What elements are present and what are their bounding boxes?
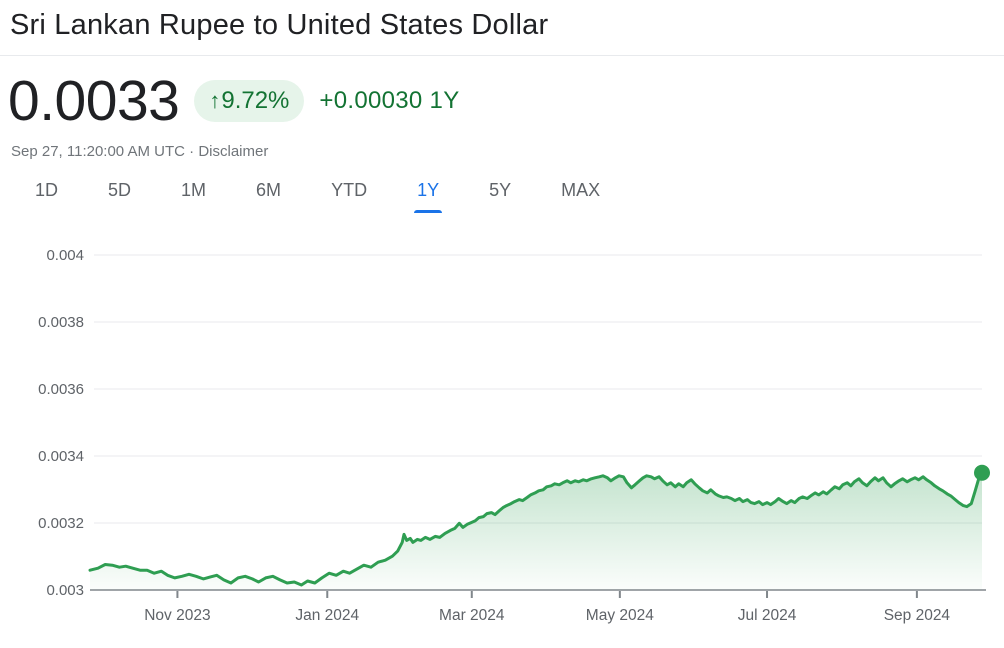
tab-1m[interactable]: 1M [181, 180, 206, 213]
time-range-tabs: 1D 5D 1M 6M YTD 1Y 5Y MAX [0, 160, 1004, 213]
svg-text:0.0032: 0.0032 [38, 515, 84, 532]
tab-1y[interactable]: 1Y [414, 180, 443, 213]
svg-text:Mar 2024: Mar 2024 [439, 607, 505, 624]
tab-5y[interactable]: 5Y [489, 180, 511, 213]
absolute-change-value: +0.00030 1Y [319, 87, 460, 114]
latest-value-dot [974, 464, 990, 481]
series-line [88, 471, 984, 587]
svg-text:Jul 2024: Jul 2024 [738, 607, 797, 624]
svg-text:Jan 2024: Jan 2024 [295, 607, 359, 624]
percent-change-value: 9.72% [221, 87, 290, 114]
series-area-fill [90, 472, 982, 590]
svg-text:0.003: 0.003 [46, 582, 84, 599]
tab-1d[interactable]: 1D [35, 180, 58, 213]
svg-text:May 2024: May 2024 [586, 607, 654, 624]
quote-timestamp: Sep 27, 11:20:00 AM UTC · Disclaimer [0, 130, 1004, 160]
svg-text:0.0034: 0.0034 [38, 448, 84, 465]
tab-6m[interactable]: 6M [256, 180, 281, 213]
svg-text:Nov 2023: Nov 2023 [144, 607, 210, 624]
y-axis-labels: 0.004 0.0038 0.0036 0.0034 0.0032 0.003 [38, 247, 84, 599]
disclaimer-link[interactable]: Disclaimer [198, 143, 269, 160]
svg-text:0.004: 0.004 [46, 247, 84, 264]
svg-text:Sep 2024: Sep 2024 [884, 607, 951, 624]
tab-ytd[interactable]: YTD [331, 180, 367, 213]
up-arrow-icon: ↑ [209, 88, 221, 113]
tab-max[interactable]: MAX [561, 180, 600, 213]
page-title: Sri Lankan Rupee to United States Dollar [10, 9, 549, 41]
percent-change-badge: ↑ 9.72% [194, 80, 305, 122]
svg-text:0.0036: 0.0036 [38, 381, 84, 398]
timestamp-text: Sep 27, 11:20:00 AM UTC · [11, 143, 195, 160]
x-axis: Nov 2023 Jan 2024 Mar 2024 May 2024 Jul 2024… [90, 589, 986, 624]
current-rate-value: 0.0033 [8, 68, 180, 133]
tab-5d[interactable]: 5D [108, 180, 131, 213]
header-divider [0, 55, 1004, 56]
svg-text:0.0038: 0.0038 [38, 314, 84, 331]
quote-row: 0.0033 ↑ 9.72% +0.00030 1Y [0, 56, 1004, 130]
exchange-rate-chart[interactable]: 0.004 0.0038 0.0036 0.0034 0.0032 0.003 Nov 20… [0, 223, 1004, 643]
chart-container: 0.004 0.0038 0.0036 0.0034 0.0032 0.003 Nov 20… [0, 223, 1004, 648]
